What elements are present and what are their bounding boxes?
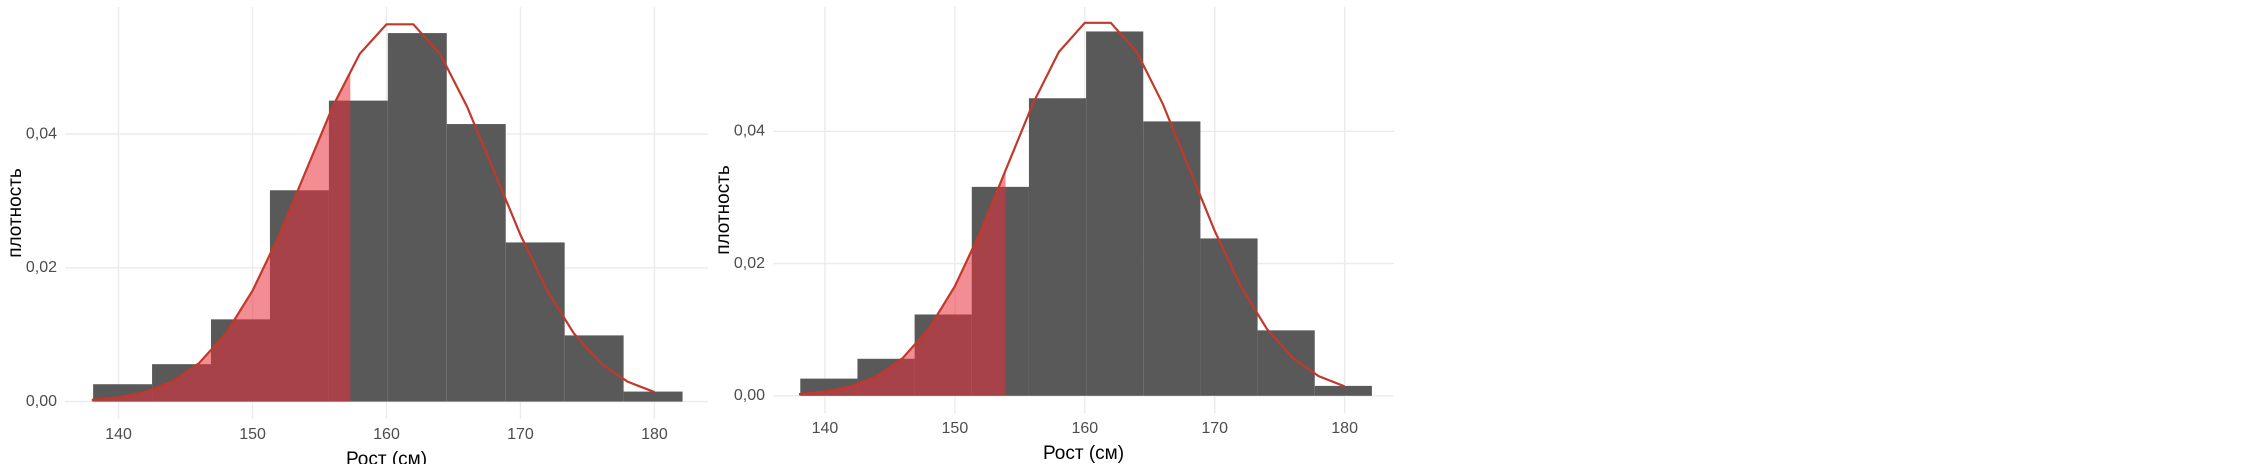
x-tick-label: 150 [942,420,969,437]
bar [505,242,565,402]
x-axis-title: Рост (см) [346,449,427,464]
x-tick-label: 180 [1331,420,1358,437]
x-tick-label: 160 [1071,420,1098,437]
y-tick-label: 0,02 [26,259,57,276]
density-curve [798,21,1346,396]
y-tick-label: 0,00 [734,387,765,404]
y-tick-label: 0,00 [26,393,57,410]
x-tick-label: 170 [507,426,534,443]
y-tick-label: 0,04 [734,123,765,140]
y-tick-label: 0,02 [734,255,765,272]
x-tick-label: 140 [105,426,132,443]
bar [1028,98,1087,396]
bar [1257,330,1315,396]
x-tick-label: 150 [239,426,266,443]
shaded-area [91,72,351,402]
bar [1314,385,1372,396]
y-axis-title: плотность [5,168,26,258]
bar [446,124,506,402]
x-tick-label: 180 [641,426,668,443]
x-tick-label: 170 [1201,420,1228,437]
bar [564,335,624,402]
x-tick-label: 140 [812,420,839,437]
bar [1143,121,1201,396]
bar [623,391,683,402]
bar [1200,238,1258,396]
x-axis-title: Рост (см) [1043,443,1124,464]
shaded-area [798,170,1006,396]
bar [387,33,447,402]
y-axis-title: плотность [713,165,734,255]
x-tick-label: 160 [373,426,400,443]
density-curve [91,23,655,401]
bar [1086,31,1144,396]
y-tick-label: 0,04 [26,125,57,142]
